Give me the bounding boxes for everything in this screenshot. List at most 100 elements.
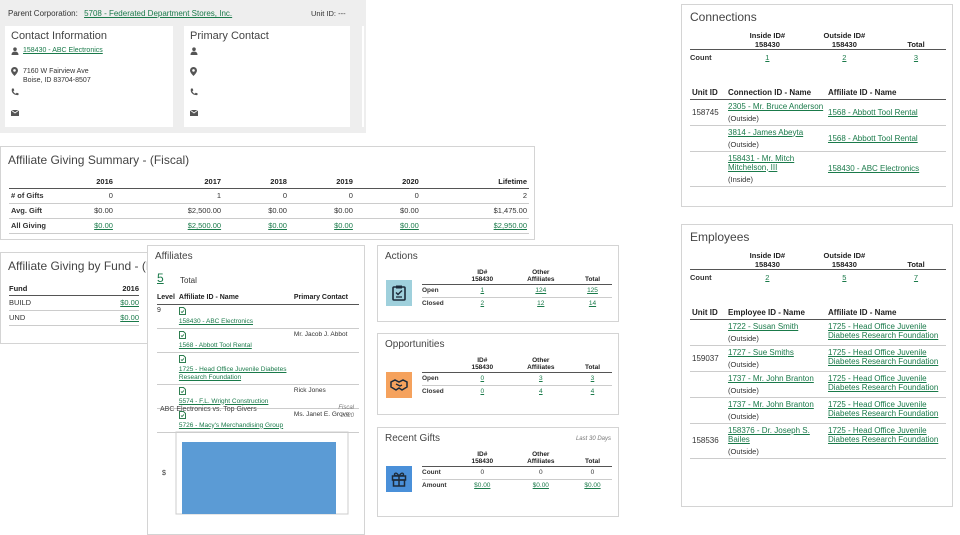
- connection-type: (Inside): [728, 174, 754, 184]
- fund-value-link[interactable]: $0.00: [120, 313, 139, 322]
- affiliate-link[interactable]: 1725 - Head Office Juvenile Diabetes Res…: [828, 425, 939, 444]
- employee-link[interactable]: 1737 - Mr. John Branton: [728, 399, 814, 409]
- affiliate-link[interactable]: 1725 - Head Office Juvenile Diabetes Res…: [178, 365, 287, 381]
- summary-value: $0.00: [49, 203, 115, 219]
- summary-value-link[interactable]: $0.00: [94, 221, 113, 230]
- parent-corporation-link[interactable]: 5708 - Federated Department Stores, Inc.: [84, 9, 233, 18]
- total-value-link[interactable]: 125: [587, 287, 598, 295]
- other-value-link[interactable]: 3: [538, 375, 543, 383]
- affiliate-link[interactable]: 1725 - Head Office Juvenile Diabetes Res…: [828, 399, 939, 418]
- affiliate-link[interactable]: 1725 - Head Office Juvenile Diabetes Res…: [828, 321, 939, 340]
- chart-period-year: 2020: [340, 413, 354, 419]
- affiliate-link[interactable]: 5726 - Macy's Merchandising Group: [178, 421, 284, 429]
- inside-count-link[interactable]: 1: [765, 53, 770, 63]
- row-label: Closed: [422, 388, 444, 396]
- inside-count-link[interactable]: 2: [765, 273, 770, 283]
- outside-count-link[interactable]: 5: [842, 273, 847, 283]
- employee-type: (Outside): [728, 446, 759, 456]
- summary-value-link[interactable]: $2,950.00: [493, 221, 527, 230]
- summary-row-label: # of Gifts: [9, 188, 49, 204]
- row-label: Amount: [422, 482, 447, 490]
- affiliate-link[interactable]: 158430 - ABC Electronics: [828, 164, 920, 173]
- affiliate-link[interactable]: 1568 - Abbott Tool Rental: [178, 341, 252, 349]
- summary-cell: $0.00: [223, 218, 289, 234]
- affiliate-primary-contact: [294, 304, 359, 328]
- id-column-header: ID# 158430: [456, 451, 509, 467]
- other-value-link[interactable]: 12: [537, 300, 545, 308]
- summary-cell: $0.00: [288, 218, 355, 234]
- employee-link[interactable]: 158376 - Dr. Joseph S. Bailes: [728, 425, 810, 444]
- summary-value-link[interactable]: $0.00: [268, 221, 287, 230]
- affiliates-total-count-link[interactable]: 5: [157, 271, 164, 285]
- employee-link[interactable]: 1737 - Mr. John Branton: [728, 373, 814, 383]
- phone-icon: [11, 88, 23, 98]
- primary-contact-card: Primary Contact: [184, 26, 350, 127]
- affiliate-primary-contact: [294, 352, 359, 384]
- affiliates-table: Level Affiliate ID - Name Primary Contac…: [157, 292, 359, 433]
- chart-period: Fiscal 2020: [338, 404, 354, 420]
- primary-contact-title: Primary Contact: [190, 30, 269, 42]
- affiliate-link[interactable]: 1725 - Head Office Juvenile Diabetes Res…: [828, 347, 939, 366]
- document-icon: [178, 330, 191, 342]
- fund-name: BUILD: [9, 295, 80, 311]
- opportunities-table: ID# 158430 Other Affiliates Total Open 0 3 3 Clos…: [422, 357, 612, 398]
- summary-year-header: 2018: [223, 176, 289, 189]
- id-value-link[interactable]: 0: [480, 388, 485, 396]
- summary-value: 0: [223, 188, 289, 204]
- actions-panel: Actions ID# 158430 Other Affiliates Total Ope…: [377, 245, 619, 322]
- handshake-icon: [386, 372, 412, 398]
- affiliate-level: [157, 384, 179, 408]
- outside-count-link[interactable]: 2: [842, 53, 847, 63]
- summary-value-link[interactable]: $2,500.00: [187, 221, 222, 230]
- unit-id: 159037: [692, 353, 719, 363]
- employee-type: (Outside): [728, 359, 759, 369]
- id-value-link[interactable]: 0: [480, 375, 485, 383]
- connection-link[interactable]: 158431 - Mr. Mitch Mitchelson, III: [728, 153, 795, 172]
- opportunities-title: Opportunities: [385, 339, 445, 350]
- connection-link[interactable]: 3814 - James Abeyta: [728, 127, 804, 137]
- affiliate-link[interactable]: 1568 - Abbott Tool Rental: [828, 133, 918, 143]
- affiliate-link[interactable]: 5574 - F.L. Wright Construction: [178, 397, 269, 405]
- parent-corporation-row: Parent Corporation: 5708 - Federated Dep…: [8, 9, 232, 18]
- unit-id-header: Unit ID: [692, 88, 718, 98]
- recent-gifts-period: Last 30 Days: [575, 436, 611, 442]
- summary-year-header: 2017: [114, 176, 224, 189]
- id-value-link[interactable]: $0.00: [474, 482, 491, 490]
- summary-year-header: 2020: [354, 176, 421, 189]
- fund-value-link[interactable]: $0.00: [120, 298, 139, 307]
- unit-id: [690, 397, 726, 423]
- band-right-edge: [364, 0, 366, 133]
- affiliate-giving-by-fund-panel: Affiliate Giving by Fund - (Fisc Fund 20…: [0, 252, 148, 344]
- total-count-link[interactable]: 3: [913, 53, 919, 63]
- id-value-link[interactable]: 2: [480, 300, 485, 308]
- total-count-link[interactable]: 7: [913, 273, 919, 283]
- other-value-link[interactable]: 124: [535, 287, 547, 295]
- row-label: Open: [422, 284, 456, 298]
- affiliate-link[interactable]: 1568 - Abbott Tool Rental: [828, 107, 918, 117]
- affiliate-link[interactable]: 158430 - ABC Electronics: [178, 317, 253, 325]
- employee-link[interactable]: 1727 - Sue Smiths: [728, 347, 794, 357]
- other-value: 0: [508, 466, 573, 480]
- id-value-link[interactable]: 1: [480, 287, 485, 295]
- phone-row: [11, 88, 23, 98]
- connection-link[interactable]: 2305 - Mr. Bruce Anderson: [728, 101, 824, 111]
- affiliate-level: 9: [157, 306, 161, 314]
- unit-id: 158745: [692, 107, 719, 117]
- summary-value-link[interactable]: $0.00: [400, 221, 419, 230]
- actions-table: ID# 158430 Other Affiliates Total Open 1 124 125…: [422, 269, 612, 310]
- affiliate-link[interactable]: 1725 - Head Office Juvenile Diabetes Res…: [828, 373, 939, 392]
- total-value-link[interactable]: 3: [590, 375, 595, 383]
- other-value-link[interactable]: 4: [538, 388, 543, 396]
- chart-y-axis-label: $: [162, 470, 166, 477]
- total-value-link[interactable]: $0.00: [584, 482, 601, 490]
- employee-link[interactable]: 1722 - Susan Smith: [728, 321, 799, 331]
- envelope-icon: [189, 109, 202, 118]
- summary-value-link[interactable]: $0.00: [334, 221, 353, 230]
- other-value-link[interactable]: $0.00: [532, 482, 549, 490]
- affiliate-level: [157, 352, 179, 384]
- total-value-link[interactable]: 4: [590, 388, 595, 396]
- contact-name-link[interactable]: 158430 - ABC Electronics: [23, 47, 103, 54]
- total-value-link[interactable]: 14: [588, 300, 597, 308]
- chart-bar[interactable]: [182, 442, 336, 514]
- id-value: 0: [456, 466, 509, 480]
